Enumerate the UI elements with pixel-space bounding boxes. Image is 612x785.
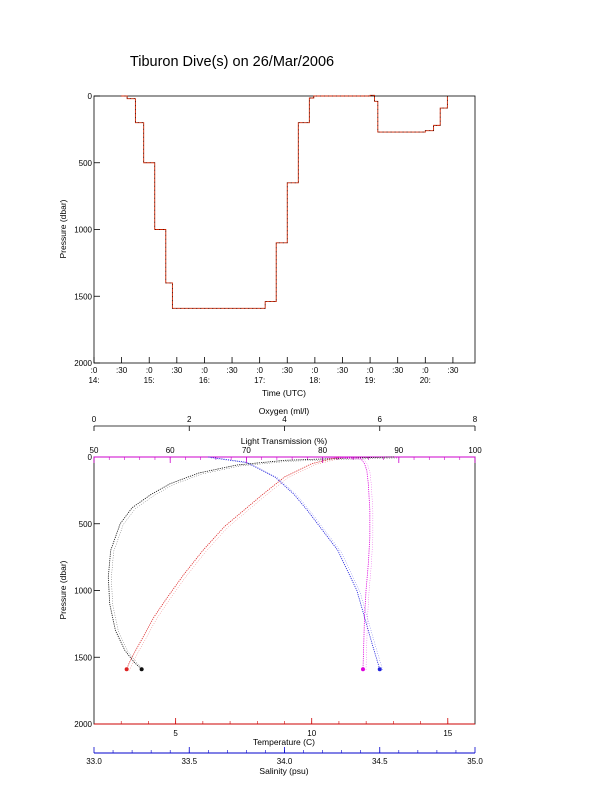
temperature-tick-label: 10: [307, 729, 316, 738]
oxygen-tick-label: 8: [473, 415, 478, 424]
top-x-tick-label: :30: [116, 366, 128, 375]
light_transmission-profile-upcast: [325, 457, 374, 671]
oxygen-axis-label: Oxygen (ml/l): [259, 406, 310, 416]
oxygen-profile-upcast: [111, 457, 398, 671]
salinity-tick-label: 33.0: [86, 757, 102, 766]
salinity-profile: [208, 456, 381, 670]
oxygen-tick-label: 4: [282, 415, 287, 424]
ctd-profile-chart: 0 500 1000 1500 2000 0 2 4 6 8 50 60 70 80 90 100 5 10 15 3…: [58, 406, 483, 776]
top-x-tick-label: :30: [392, 366, 404, 375]
top-x-tick-hour-label: 14:: [88, 376, 99, 385]
top-plot-frame: [93, 95, 476, 364]
top-y-tick-label: 1000: [74, 226, 92, 235]
top-y-tick-label: 0: [88, 92, 93, 101]
temperature-profile: [126, 456, 340, 670]
top-x-tick-label: :30: [226, 366, 238, 375]
temperature-axis-label: Temperature (C): [253, 737, 315, 747]
top-x-tick-hour-label: 16:: [199, 376, 210, 385]
salinity-bottom-marker: [377, 667, 382, 672]
light-transmission-tick-label: 60: [166, 446, 175, 455]
top-y-tick-label: 1500: [74, 292, 92, 301]
salinity-tick-label: 34.0: [277, 757, 293, 766]
top-x-tick-label: :30: [171, 366, 183, 375]
light-transmission-tick-label: 90: [394, 446, 403, 455]
light-transmission-axis-label: Light Transmission (%): [241, 436, 328, 446]
top-x-tick-label: :30: [337, 366, 349, 375]
temperature-tick-label: 5: [173, 729, 178, 738]
top-x-tick-label: :30: [447, 366, 459, 375]
bottom-y-tick-label: 1000: [74, 587, 92, 596]
top-x-tick-label: :0: [201, 366, 208, 375]
oxygen-tick-label: 2: [187, 415, 192, 424]
top-y-tick-label: 500: [79, 159, 93, 168]
pressure-trace: [120, 94, 448, 309]
light-transmission-tick-label: 80: [318, 446, 327, 455]
light-transmission-tick-label: 50: [90, 446, 99, 455]
top-y-axis-label: Pressure (dbar): [58, 199, 68, 258]
salinity-tick-label: 34.5: [372, 757, 388, 766]
temperature-profile-upcast: [129, 457, 342, 671]
light-transmission-tick-label: 100: [468, 446, 482, 455]
light-transmission-tick-label: 70: [242, 446, 251, 455]
bottom-plot-frame: [93, 456, 476, 725]
top-x-tick-label: :0: [312, 366, 319, 375]
top-x-tick-label: :0: [91, 366, 98, 375]
bottom-y-axis-label: Pressure (dbar): [58, 560, 68, 619]
light_transmission-profile: [322, 456, 371, 670]
top-x-tick-label: :0: [146, 366, 153, 375]
salinity-tick-label: 33.5: [181, 757, 197, 766]
temperature-tick-label: 15: [443, 729, 452, 738]
top-x-tick-hour-label: 15:: [144, 376, 155, 385]
top-x-tick-hour-label: 18:: [309, 376, 320, 385]
bottom-y-tick-label: 0: [88, 453, 93, 462]
top-x-tick-label: :0: [422, 366, 429, 375]
salinity-axis-label: Salinity (psu): [259, 766, 308, 776]
chart-title: Tiburon Dive(s) on 26/Mar/2006: [130, 54, 334, 70]
top-x-tick-label: :0: [256, 366, 263, 375]
salinity-tick-label: 35.0: [467, 757, 483, 766]
top-x-axis-label: Time (UTC): [262, 388, 306, 398]
oxygen-tick-label: 0: [92, 415, 97, 424]
top-x-tick-label: :0: [367, 366, 374, 375]
pressure-trace-points: [120, 95, 448, 309]
top-x-tick-hour-label: 20:: [420, 376, 431, 385]
top-y-tick-label: 2000: [74, 359, 92, 368]
bottom-y-tick-label: 2000: [74, 720, 92, 729]
top-x-tick-hour-label: 17:: [254, 376, 265, 385]
salinity-profile-upcast: [211, 457, 383, 671]
oxygen-profile: [107, 456, 395, 670]
temperature-bottom-marker: [124, 667, 129, 672]
top-x-tick-hour-label: 19:: [365, 376, 376, 385]
bottom-y-tick-label: 1500: [74, 653, 92, 662]
oxygen-tick-label: 6: [378, 415, 383, 424]
bottom-y-tick-label: 500: [79, 520, 93, 529]
oxygen-bottom-marker: [139, 667, 144, 672]
top-x-tick-label: :30: [282, 366, 294, 375]
light_transmission-bottom-marker: [360, 667, 365, 672]
